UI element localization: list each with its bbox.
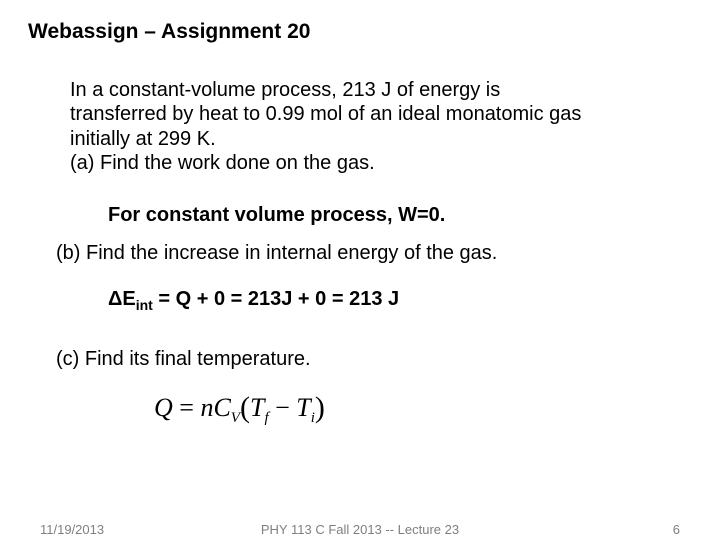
eq-Ti-T: T [296, 393, 310, 422]
footer-center: PHY 113 C Fall 2013 -- Lecture 23 [0, 522, 720, 537]
eq-Tf-T: T [250, 393, 264, 422]
problem-line-4: (a) Find the work done on the gas. [70, 152, 375, 174]
problem-line-1: In a constant-volume process, 213 J of e… [70, 79, 500, 101]
eq-lparen: ( [240, 391, 250, 424]
answer-a: For constant volume process, W=0. [108, 204, 445, 227]
problem-line-3: initially at 299 K. [70, 128, 216, 150]
eq-rparen: ) [315, 391, 325, 424]
footer-page-number: 6 [673, 522, 680, 537]
eq-equals: = [173, 393, 201, 422]
equation-heat: Q = nCV(Tf − Ti) [154, 390, 325, 427]
eq-sub-V: V [231, 410, 240, 426]
eq-C: C [213, 393, 230, 422]
eq-Q: Q [154, 393, 173, 422]
delta-e: ΔE [108, 288, 136, 310]
eq-n: n [200, 393, 213, 422]
problem-line-2: transferred by heat to 0.99 mol of an id… [70, 103, 581, 125]
subscript-int: int [136, 297, 153, 313]
slide: Webassign – Assignment 20 In a constant-… [0, 0, 720, 540]
answer-b-rest: = Q + 0 = 213J + 0 = 213 J [153, 288, 399, 310]
problem-statement: In a constant-volume process, 213 J of e… [70, 78, 650, 176]
answer-b: ΔEint = Q + 0 = 213J + 0 = 213 J [108, 288, 399, 313]
eq-minus: − [269, 393, 297, 422]
part-c: (c) Find its final temperature. [56, 348, 311, 371]
slide-title: Webassign – Assignment 20 [28, 20, 310, 44]
part-b: (b) Find the increase in internal energy… [56, 242, 497, 265]
